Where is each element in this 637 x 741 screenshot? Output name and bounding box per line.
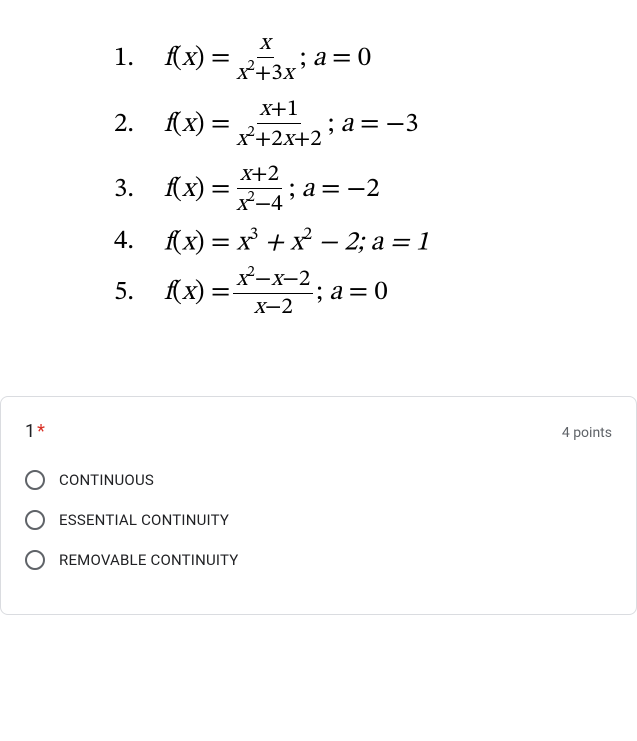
question-title: 1*	[25, 421, 45, 442]
option-label: REMOVABLE CONTINUITY	[59, 551, 238, 569]
problems-card: 1. f(x) = x x2+3x ; a = 0 2. f(x) = x+1 …	[0, 0, 637, 384]
option-continuous[interactable]: CONTINUOUS	[25, 470, 612, 490]
radio-icon	[25, 470, 45, 490]
problem-lhs: f(x) =	[164, 45, 230, 72]
problem-tail: ; a = 0	[300, 45, 371, 72]
problem-lhs: f(x) =	[164, 111, 230, 138]
problem-number: 3.	[114, 176, 164, 203]
problem-tail: ; a = 0	[316, 279, 387, 306]
math-list: 1. f(x) = x x2+3x ; a = 0 2. f(x) = x+1 …	[24, 12, 613, 360]
fraction-numerator: x2−x−2	[233, 264, 313, 294]
fraction-numerator: x+2	[237, 161, 282, 189]
question-number: 1	[25, 421, 35, 442]
problem-number: 4.	[114, 228, 164, 255]
problem-row: 4. f(x) = x3 + x2 − 2; a = 1	[114, 227, 613, 257]
option-essential-continuity[interactable]: ESSENTIAL CONTINUITY	[25, 510, 612, 530]
fraction: x+1 x2+2x+2	[233, 96, 324, 154]
option-label: ESSENTIAL CONTINUITY	[59, 511, 229, 529]
option-removable-continuity[interactable]: REMOVABLE CONTINUITY	[25, 550, 612, 570]
points-label: 4 points	[562, 425, 612, 441]
question-header: 1* 4 points	[25, 421, 612, 442]
problem-tail: ; a = −3	[328, 111, 419, 138]
fraction-denominator: x2−4	[233, 189, 285, 218]
fraction-numerator: x+1	[257, 96, 302, 124]
problem-expr: f(x) = x3 + x2 − 2; a = 1	[164, 227, 429, 257]
fraction: x x2+3x	[233, 30, 296, 88]
fraction-denominator: x2+2x+2	[233, 124, 324, 153]
fraction: x2−x−2 x−2	[233, 264, 313, 322]
problem-number: 5.	[114, 279, 164, 306]
radio-icon	[25, 550, 45, 570]
fraction: x+2 x2−4	[233, 161, 285, 219]
question-card: 1* 4 points CONTINUOUS ESSENTIAL CONTINU…	[0, 396, 637, 615]
fraction-denominator: x2+3x	[233, 58, 296, 87]
problem-number: 2.	[114, 111, 164, 138]
radio-icon	[25, 510, 45, 530]
problem-number: 1.	[114, 45, 164, 72]
problem-row: 3. f(x) = x+2 x2−4 ; a = −2	[114, 161, 613, 219]
problem-lhs: f(x) =	[164, 279, 230, 306]
problem-row: 2. f(x) = x+1 x2+2x+2 ; a = −3	[114, 96, 613, 154]
problem-row: 5. f(x) = x2−x−2 x−2 ; a = 0	[114, 264, 613, 322]
fraction-denominator: x−2	[251, 294, 296, 321]
problem-lhs: f(x) =	[164, 176, 230, 203]
problem-row: 1. f(x) = x x2+3x ; a = 0	[114, 30, 613, 88]
fraction-numerator: x	[257, 30, 274, 58]
required-mark: *	[37, 421, 45, 442]
problem-tail: ; a = −2	[289, 176, 380, 203]
option-label: CONTINUOUS	[59, 471, 154, 489]
